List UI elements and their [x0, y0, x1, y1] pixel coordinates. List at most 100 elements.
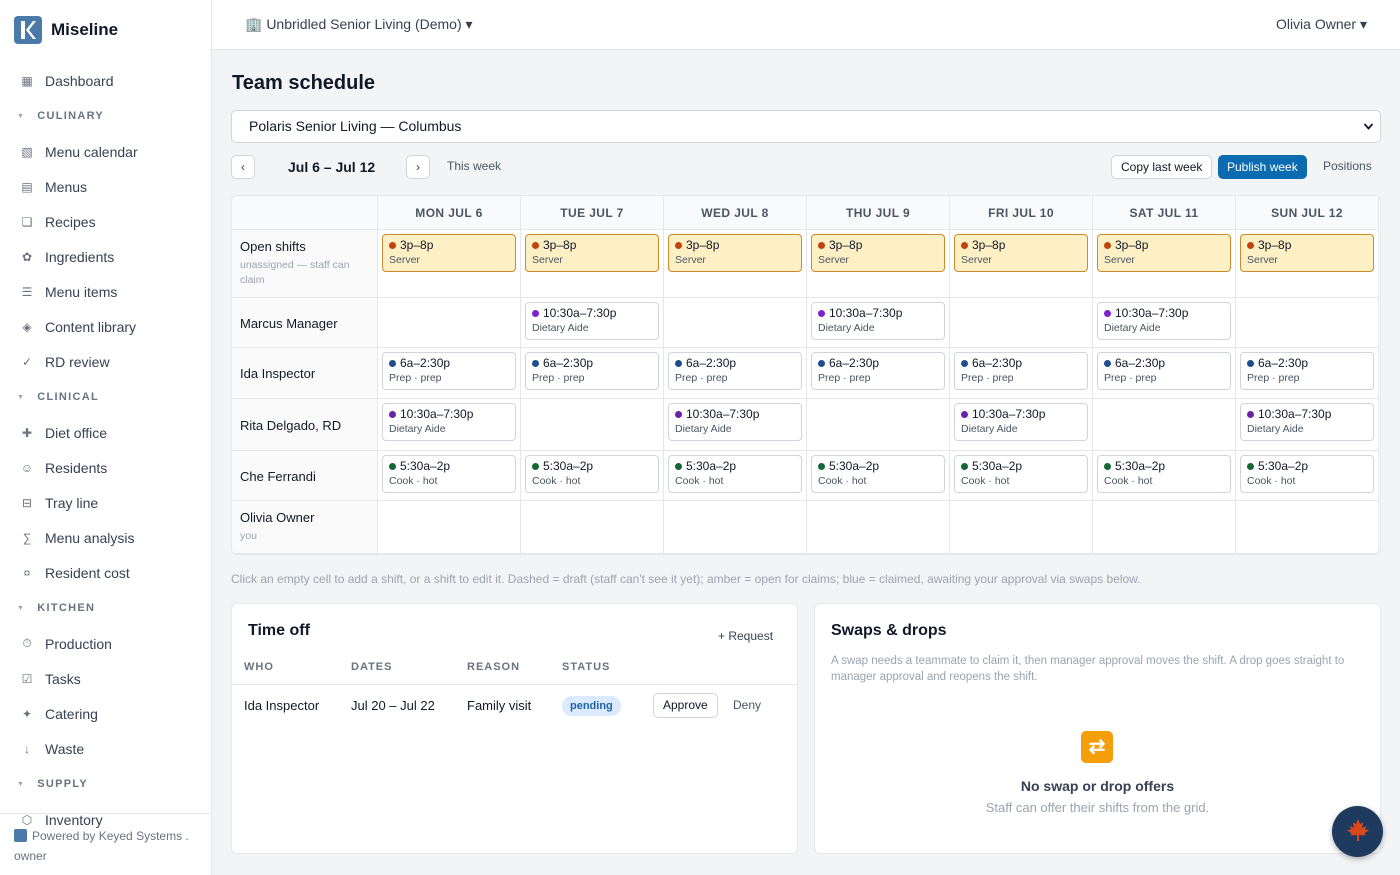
- sidebar-section-culinary[interactable]: ▼ CULINARY: [0, 98, 211, 134]
- schedule-cell[interactable]: 3p–8p Server: [521, 230, 664, 298]
- shift-card[interactable]: 5:30a–2p Cook · hot: [954, 455, 1088, 493]
- shift-card[interactable]: 10:30a–7:30p Dietary Aide: [1240, 403, 1374, 441]
- shift-card[interactable]: 6a–2:30p Prep · prep: [382, 352, 516, 390]
- open-shift-card[interactable]: 3p–8p Server: [811, 234, 945, 272]
- schedule-cell[interactable]: [807, 399, 950, 451]
- schedule-cell[interactable]: 6a–2:30p Prep · prep: [950, 348, 1093, 399]
- prev-week-button[interactable]: ‹: [231, 155, 255, 179]
- shift-card[interactable]: 5:30a–2p Cook · hot: [525, 455, 659, 493]
- schedule-cell[interactable]: [664, 501, 807, 554]
- schedule-cell[interactable]: [807, 501, 950, 554]
- schedule-cell[interactable]: 3p–8p Server: [1236, 230, 1379, 298]
- assistant-button[interactable]: [1332, 806, 1383, 857]
- schedule-cell[interactable]: 6a–2:30p Prep · prep: [378, 348, 521, 399]
- sidebar-item-inventory[interactable]: ⬡ Inventory: [0, 802, 211, 837]
- sidebar-item-catering[interactable]: ✦ Catering: [0, 696, 211, 731]
- schedule-cell[interactable]: 5:30a–2p Cook · hot: [664, 451, 807, 501]
- sidebar-item-recipes[interactable]: ❏ Recipes: [0, 204, 211, 239]
- shift-card[interactable]: 5:30a–2p Cook · hot: [1097, 455, 1231, 493]
- schedule-cell[interactable]: [521, 399, 664, 451]
- schedule-cell[interactable]: 10:30a–7:30p Dietary Aide: [664, 399, 807, 451]
- request-time-off-button[interactable]: + Request: [718, 629, 774, 643]
- schedule-cell[interactable]: 3p–8p Server: [950, 230, 1093, 298]
- shift-card[interactable]: 10:30a–7:30p Dietary Aide: [1097, 302, 1231, 340]
- sidebar-section-supply[interactable]: ▼ SUPPLY: [0, 766, 211, 802]
- schedule-cell[interactable]: [1236, 298, 1379, 348]
- sidebar-item-residents[interactable]: ☺ Residents: [0, 450, 211, 485]
- shift-card[interactable]: 5:30a–2p Cook · hot: [811, 455, 945, 493]
- schedule-cell[interactable]: 10:30a–7:30p Dietary Aide: [807, 298, 950, 348]
- sidebar-item-dashboard[interactable]: ▦ Dashboard: [0, 63, 211, 98]
- open-shift-card[interactable]: 3p–8p Server: [1097, 234, 1231, 272]
- schedule-cell[interactable]: 5:30a–2p Cook · hot: [807, 451, 950, 501]
- sidebar-item-diet-office[interactable]: ✚ Diet office: [0, 415, 211, 450]
- schedule-cell[interactable]: [521, 501, 664, 554]
- open-shift-card[interactable]: 3p–8p Server: [1240, 234, 1374, 272]
- schedule-cell[interactable]: 10:30a–7:30p Dietary Aide: [950, 399, 1093, 451]
- sidebar-item-ingredients[interactable]: ✿ Ingredients: [0, 239, 211, 274]
- schedule-cell[interactable]: 5:30a–2p Cook · hot: [1236, 451, 1379, 501]
- schedule-cell[interactable]: 6a–2:30p Prep · prep: [807, 348, 950, 399]
- positions-link[interactable]: Positions: [1323, 159, 1372, 173]
- shift-card[interactable]: 10:30a–7:30p Dietary Aide: [525, 302, 659, 340]
- shift-card[interactable]: 10:30a–7:30p Dietary Aide: [811, 302, 945, 340]
- publish-week-button[interactable]: Publish week: [1218, 155, 1307, 179]
- schedule-cell[interactable]: [378, 501, 521, 554]
- schedule-cell[interactable]: 6a–2:30p Prep · prep: [1236, 348, 1379, 399]
- schedule-cell[interactable]: 10:30a–7:30p Dietary Aide: [521, 298, 664, 348]
- schedule-cell[interactable]: 5:30a–2p Cook · hot: [521, 451, 664, 501]
- schedule-cell[interactable]: [950, 298, 1093, 348]
- sidebar-section-clinical[interactable]: ▼ CLINICAL: [0, 379, 211, 415]
- deny-button[interactable]: Deny: [733, 698, 762, 712]
- schedule-cell[interactable]: 3p–8p Server: [378, 230, 521, 298]
- schedule-cell[interactable]: [1093, 399, 1236, 451]
- schedule-cell[interactable]: [1093, 501, 1236, 554]
- schedule-cell[interactable]: 10:30a–7:30p Dietary Aide: [1093, 298, 1236, 348]
- shift-card[interactable]: 5:30a–2p Cook · hot: [668, 455, 802, 493]
- shift-card[interactable]: 6a–2:30p Prep · prep: [1097, 352, 1231, 390]
- sidebar-item-tray-line[interactable]: ⊟ Tray line: [0, 485, 211, 520]
- location-select[interactable]: Polaris Senior Living — Columbus: [231, 110, 1381, 143]
- sidebar-item-tasks[interactable]: ☑ Tasks: [0, 661, 211, 696]
- schedule-cell[interactable]: [950, 501, 1093, 554]
- shift-card[interactable]: 10:30a–7:30p Dietary Aide: [382, 403, 516, 441]
- schedule-cell[interactable]: [378, 298, 521, 348]
- user-menu[interactable]: Olivia Owner ▾: [1275, 16, 1367, 32]
- approve-button[interactable]: Approve: [653, 693, 718, 718]
- schedule-cell[interactable]: 3p–8p Server: [1093, 230, 1236, 298]
- sidebar-item-production[interactable]: ⏱ Production: [0, 626, 211, 661]
- sidebar-item-menu-analysis[interactable]: ∑ Menu analysis: [0, 520, 211, 555]
- shift-card[interactable]: 6a–2:30p Prep · prep: [525, 352, 659, 390]
- schedule-cell[interactable]: 6a–2:30p Prep · prep: [521, 348, 664, 399]
- shift-card[interactable]: 10:30a–7:30p Dietary Aide: [668, 403, 802, 441]
- shift-card[interactable]: 6a–2:30p Prep · prep: [811, 352, 945, 390]
- next-week-button[interactable]: ›: [406, 155, 430, 179]
- brand[interactable]: Miseline: [0, 0, 211, 60]
- sidebar-section-kitchen[interactable]: ▼ KITCHEN: [0, 590, 211, 626]
- open-shift-card[interactable]: 3p–8p Server: [668, 234, 802, 272]
- schedule-cell[interactable]: 5:30a–2p Cook · hot: [1093, 451, 1236, 501]
- sidebar-item-content-library[interactable]: ◈ Content library: [0, 309, 211, 344]
- schedule-cell[interactable]: 3p–8p Server: [807, 230, 950, 298]
- schedule-cell[interactable]: 5:30a–2p Cook · hot: [378, 451, 521, 501]
- copy-last-week-button[interactable]: Copy last week: [1111, 155, 1213, 179]
- sidebar-item-menu-items[interactable]: ☰ Menu items: [0, 274, 211, 309]
- shift-card[interactable]: 5:30a–2p Cook · hot: [1240, 455, 1374, 493]
- open-shift-card[interactable]: 3p–8p Server: [525, 234, 659, 272]
- open-shift-card[interactable]: 3p–8p Server: [954, 234, 1088, 272]
- sidebar-item-waste[interactable]: ↓ Waste: [0, 731, 211, 766]
- shift-card[interactable]: 6a–2:30p Prep · prep: [668, 352, 802, 390]
- this-week-link[interactable]: This week: [447, 159, 502, 173]
- sidebar-item-resident-cost[interactable]: ¤ Resident cost: [0, 555, 211, 590]
- schedule-cell[interactable]: 3p–8p Server: [664, 230, 807, 298]
- schedule-cell[interactable]: 10:30a–7:30p Dietary Aide: [378, 399, 521, 451]
- schedule-cell[interactable]: 6a–2:30p Prep · prep: [664, 348, 807, 399]
- sidebar-item-menu-calendar[interactable]: ▧ Menu calendar: [0, 134, 211, 169]
- powered-by[interactable]: Powered by Keyed Systems .: [32, 829, 189, 843]
- open-shift-card[interactable]: 3p–8p Server: [382, 234, 516, 272]
- sidebar-item-menus[interactable]: ▤ Menus: [0, 169, 211, 204]
- schedule-cell[interactable]: 6a–2:30p Prep · prep: [1093, 348, 1236, 399]
- schedule-cell[interactable]: [1236, 501, 1379, 554]
- shift-card[interactable]: 10:30a–7:30p Dietary Aide: [954, 403, 1088, 441]
- shift-card[interactable]: 6a–2:30p Prep · prep: [1240, 352, 1374, 390]
